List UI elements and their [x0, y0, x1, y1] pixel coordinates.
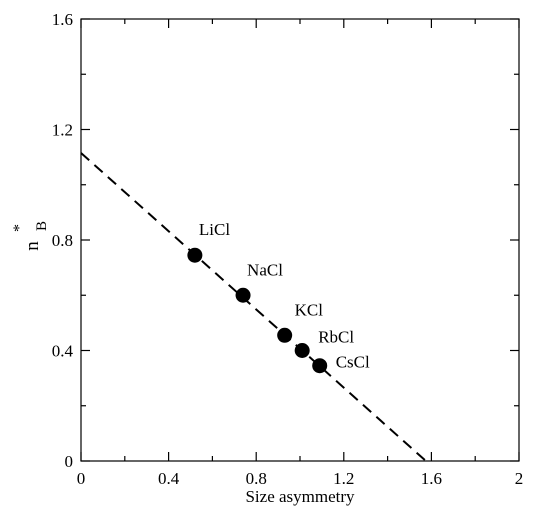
- data-point: [235, 287, 251, 303]
- data-point: [277, 327, 293, 343]
- tick-labels: 0 0.4 0.8 1.2 1.6 2 0 0.4 0.8 1.2 1.6: [52, 10, 524, 488]
- point-label: CsCl: [336, 353, 370, 372]
- y-axis-label-main: n: [22, 241, 43, 251]
- y-tick-label: 0.4: [52, 342, 74, 361]
- y-tick-label: 0: [65, 452, 74, 471]
- y-axis-label-superscript: *: [11, 224, 28, 232]
- y-tick-label: 1.6: [52, 10, 73, 29]
- y-tick-label: 0.8: [52, 231, 73, 250]
- y-tick-label: 1.2: [52, 121, 73, 140]
- ticks: [80, 18, 520, 462]
- data-points: [187, 247, 328, 374]
- data-point: [312, 358, 328, 374]
- data-point: [294, 343, 310, 358]
- x-tick-label: 1.2: [333, 469, 354, 488]
- plot-frame: [80, 18, 520, 462]
- y-axis-label-subscript: B: [34, 221, 50, 231]
- point-label: RbCl: [318, 328, 354, 347]
- point-label: NaCl: [247, 260, 283, 279]
- x-tick-label: 1.6: [421, 469, 442, 488]
- point-label: LiCl: [199, 220, 230, 239]
- point-label: KCl: [295, 300, 324, 319]
- x-tick-label: 0: [77, 469, 86, 488]
- x-tick-label: 0.4: [158, 469, 180, 488]
- data-point: [187, 247, 203, 263]
- x-tick-label: 0.8: [246, 469, 267, 488]
- x-tick-label: 2: [515, 469, 524, 488]
- fit-line: [80, 152, 427, 462]
- x-axis-label: Size asymmetry: [245, 487, 355, 506]
- y-axis-label: n * B: [11, 221, 50, 251]
- point-labels: LiCl NaCl KCl RbCl CsCl: [199, 220, 370, 372]
